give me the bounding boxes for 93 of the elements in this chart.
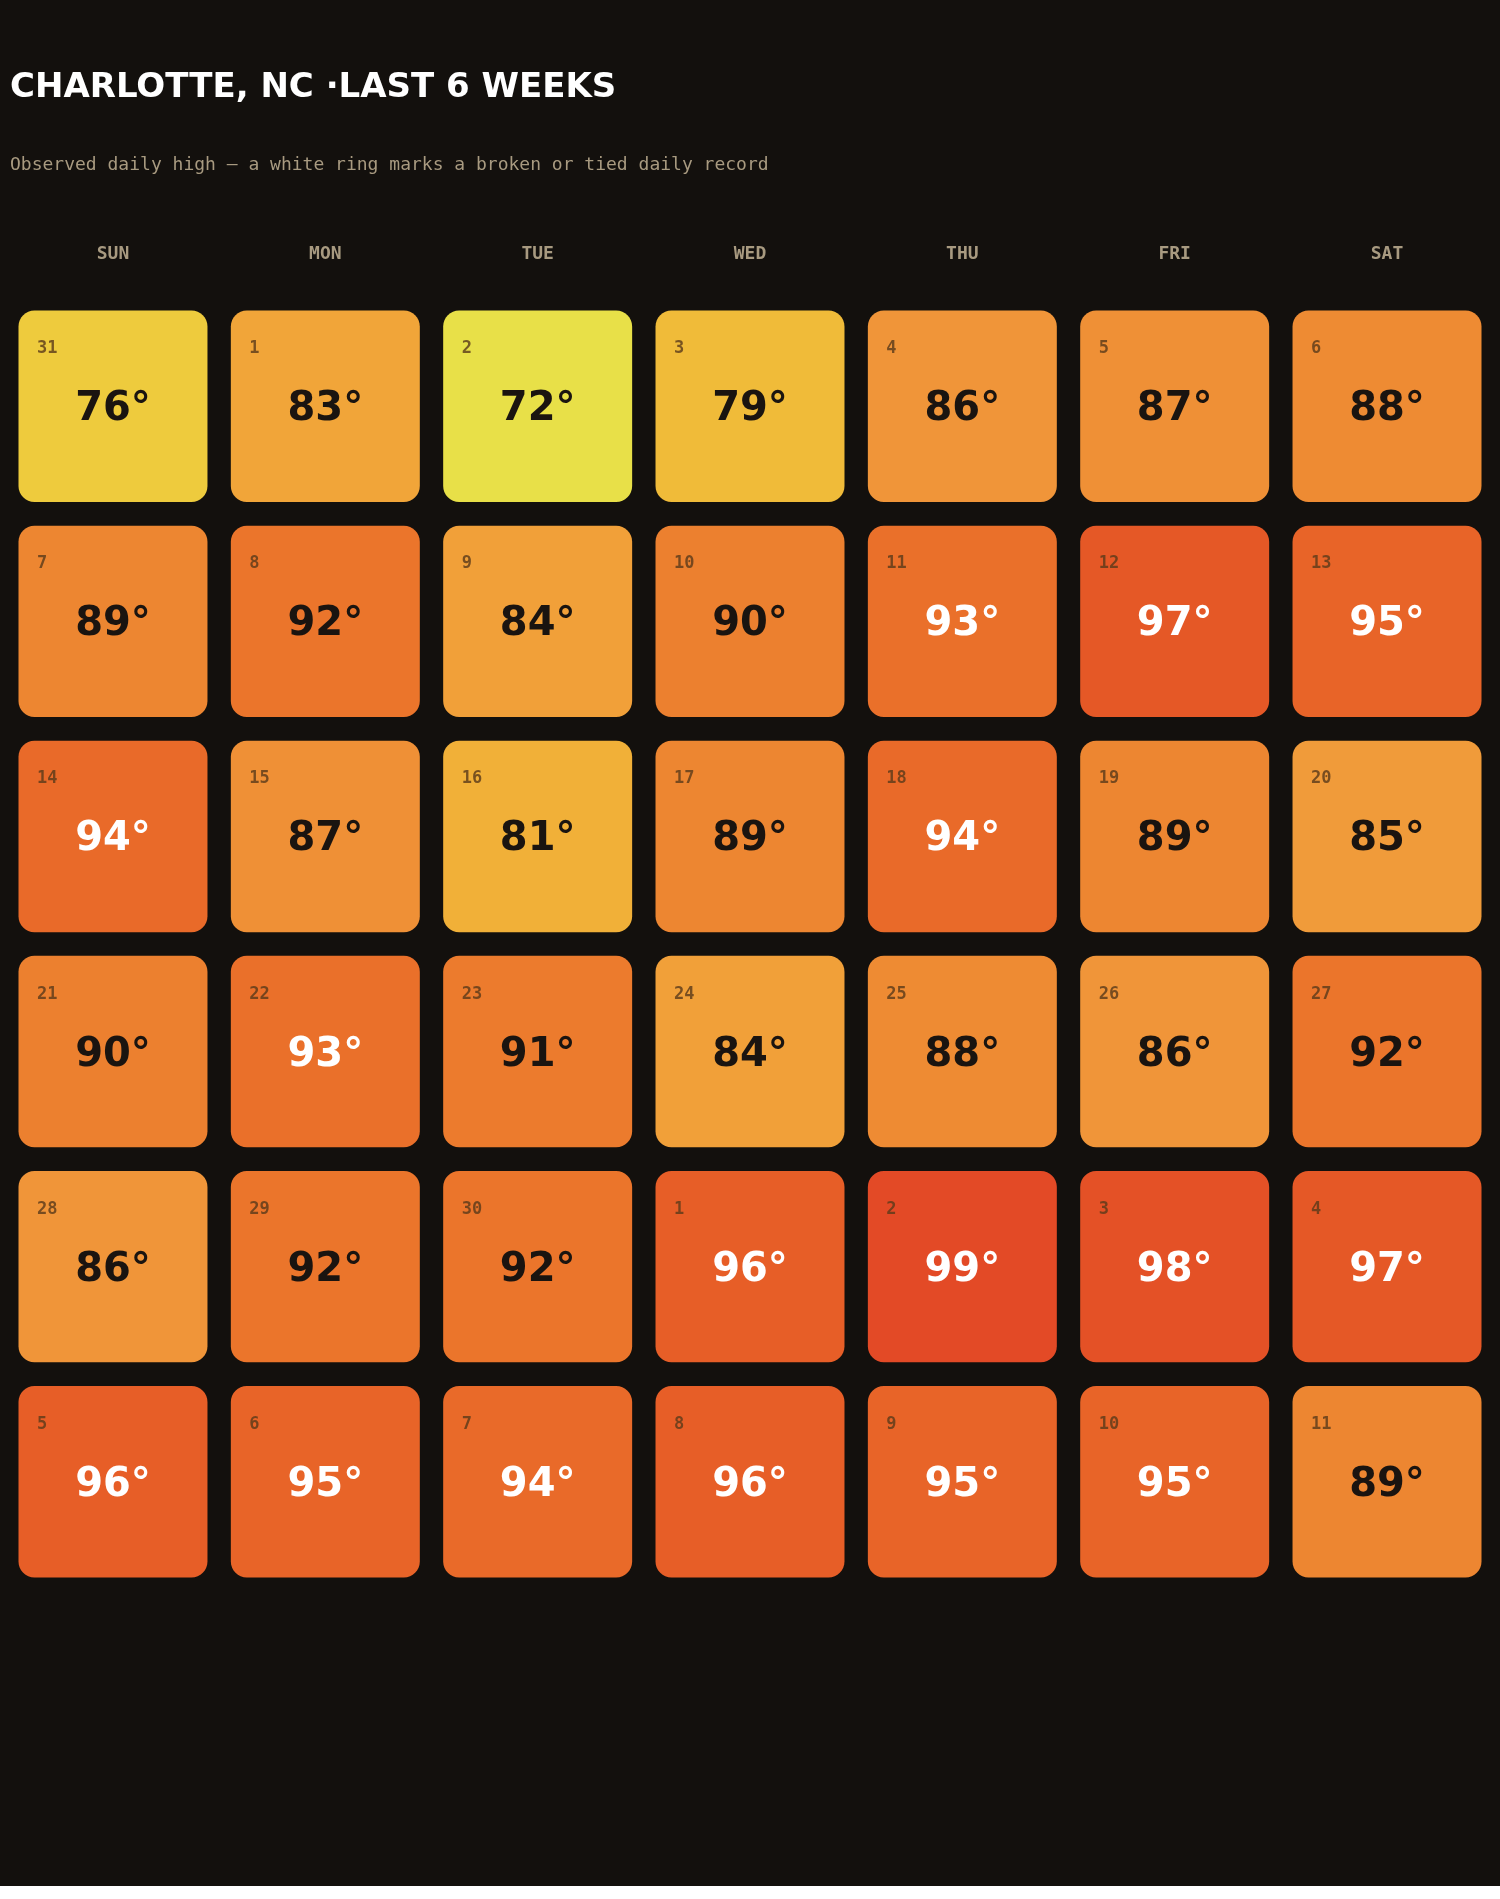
annotation: 5 <box>36 1412 48 1433</box>
data-label: 86° <box>924 383 1001 430</box>
x-tick-label: TUE <box>521 241 554 263</box>
chart-title: CHARLOTTE, NC ·LAST 6 WEEKS <box>10 65 617 105</box>
data-label: 94° <box>499 1458 576 1505</box>
annotation: 11 <box>1311 1412 1332 1433</box>
data-label: 92° <box>287 598 364 645</box>
data-label: 96° <box>712 1458 788 1505</box>
data-label: 89° <box>1136 813 1213 860</box>
data-label: 95° <box>924 1458 1001 1505</box>
data-label: 86° <box>1136 1028 1213 1075</box>
annotation: 23 <box>461 982 483 1003</box>
annotation: 8 <box>249 552 260 573</box>
data-label: 96° <box>75 1458 151 1505</box>
data-label: 79° <box>712 383 788 430</box>
annotation: 9 <box>886 1412 897 1433</box>
annotation: 30 <box>461 1197 483 1218</box>
chart-subtitle: Observed daily high — a white ring marks a broken or tied daily record <box>10 153 769 174</box>
annotation: 11 <box>886 552 907 573</box>
annotation: 3 <box>674 337 685 358</box>
x-tick-label: THU <box>946 241 979 263</box>
data-label: 98° <box>1136 1243 1213 1290</box>
data-label: 90° <box>75 1028 151 1075</box>
annotation: 14 <box>36 767 58 788</box>
annotation: 13 <box>1311 552 1332 573</box>
data-label: 85° <box>1349 813 1425 860</box>
data-label: 96° <box>712 1243 788 1290</box>
annotation: 2 <box>461 337 472 358</box>
x-tick-label: SAT <box>1370 241 1404 263</box>
annotation: 1 <box>674 1197 685 1218</box>
annotation: 6 <box>249 1412 260 1433</box>
annotation: 19 <box>1098 767 1120 788</box>
data-label: 97° <box>1349 1243 1425 1290</box>
data-label: 89° <box>712 813 788 860</box>
data-label: 92° <box>499 1243 576 1290</box>
data-label: 86° <box>75 1243 151 1290</box>
annotation: 18 <box>886 767 907 788</box>
annotation: 25 <box>886 982 907 1003</box>
data-label: 95° <box>1136 1458 1213 1505</box>
data-label: 76° <box>75 383 151 430</box>
annotation: 12 <box>1098 552 1120 573</box>
annotation: 24 <box>674 982 695 1003</box>
x-tick-label: SUN <box>96 241 130 263</box>
data-label: 92° <box>287 1243 364 1290</box>
annotation: 5 <box>1098 337 1109 358</box>
annotation: 26 <box>1098 982 1120 1003</box>
annotation: 15 <box>249 767 270 788</box>
data-label: 90° <box>712 598 788 645</box>
x-tick-label: MON <box>309 241 342 263</box>
annotation: 17 <box>674 767 695 788</box>
annotation: 2 <box>886 1197 897 1218</box>
data-label: 94° <box>924 813 1001 860</box>
data-label: 95° <box>287 1458 364 1505</box>
x-tick-label: FRI <box>1158 241 1191 263</box>
annotation: 29 <box>249 1197 270 1218</box>
data-label: 91° <box>499 1028 576 1075</box>
annotation: 27 <box>1311 982 1332 1003</box>
data-label: 88° <box>1349 383 1425 430</box>
data-label: 97° <box>1136 598 1213 645</box>
annotation: 31 <box>36 337 58 358</box>
data-label: 84° <box>499 598 576 645</box>
annotation: 3 <box>1098 1197 1109 1218</box>
annotation: 7 <box>36 552 48 573</box>
data-label: 87° <box>1136 383 1213 430</box>
data-label: 92° <box>1349 1028 1425 1075</box>
annotation: 10 <box>1098 1412 1120 1433</box>
annotation: 22 <box>249 982 270 1003</box>
annotation: 4 <box>1311 1197 1322 1218</box>
data-label: 84° <box>712 1028 788 1075</box>
data-label: 95° <box>1349 598 1425 645</box>
data-label: 93° <box>924 598 1001 645</box>
data-label: 89° <box>1349 1458 1425 1505</box>
data-label: 99° <box>924 1243 1001 1290</box>
annotation: 10 <box>674 552 695 573</box>
annotation: 8 <box>674 1412 685 1433</box>
annotation: 21 <box>36 982 58 1003</box>
data-label: 81° <box>499 813 576 860</box>
data-label: 87° <box>287 813 364 860</box>
annotation: 28 <box>36 1197 58 1218</box>
data-label: 83° <box>287 383 364 430</box>
annotation: 7 <box>461 1412 472 1433</box>
annotation: 20 <box>1311 767 1332 788</box>
data-label: 88° <box>924 1028 1001 1075</box>
x-tick-label: WED <box>733 241 767 263</box>
data-label: 72° <box>499 383 576 430</box>
annotation: 1 <box>249 337 260 358</box>
annotation: 6 <box>1311 337 1322 358</box>
data-label: 93° <box>287 1028 364 1075</box>
annotation: 16 <box>461 767 483 788</box>
annotation: 9 <box>461 552 472 573</box>
data-label: 89° <box>75 598 151 645</box>
data-label: 94° <box>75 813 151 860</box>
annotation: 4 <box>886 337 897 358</box>
